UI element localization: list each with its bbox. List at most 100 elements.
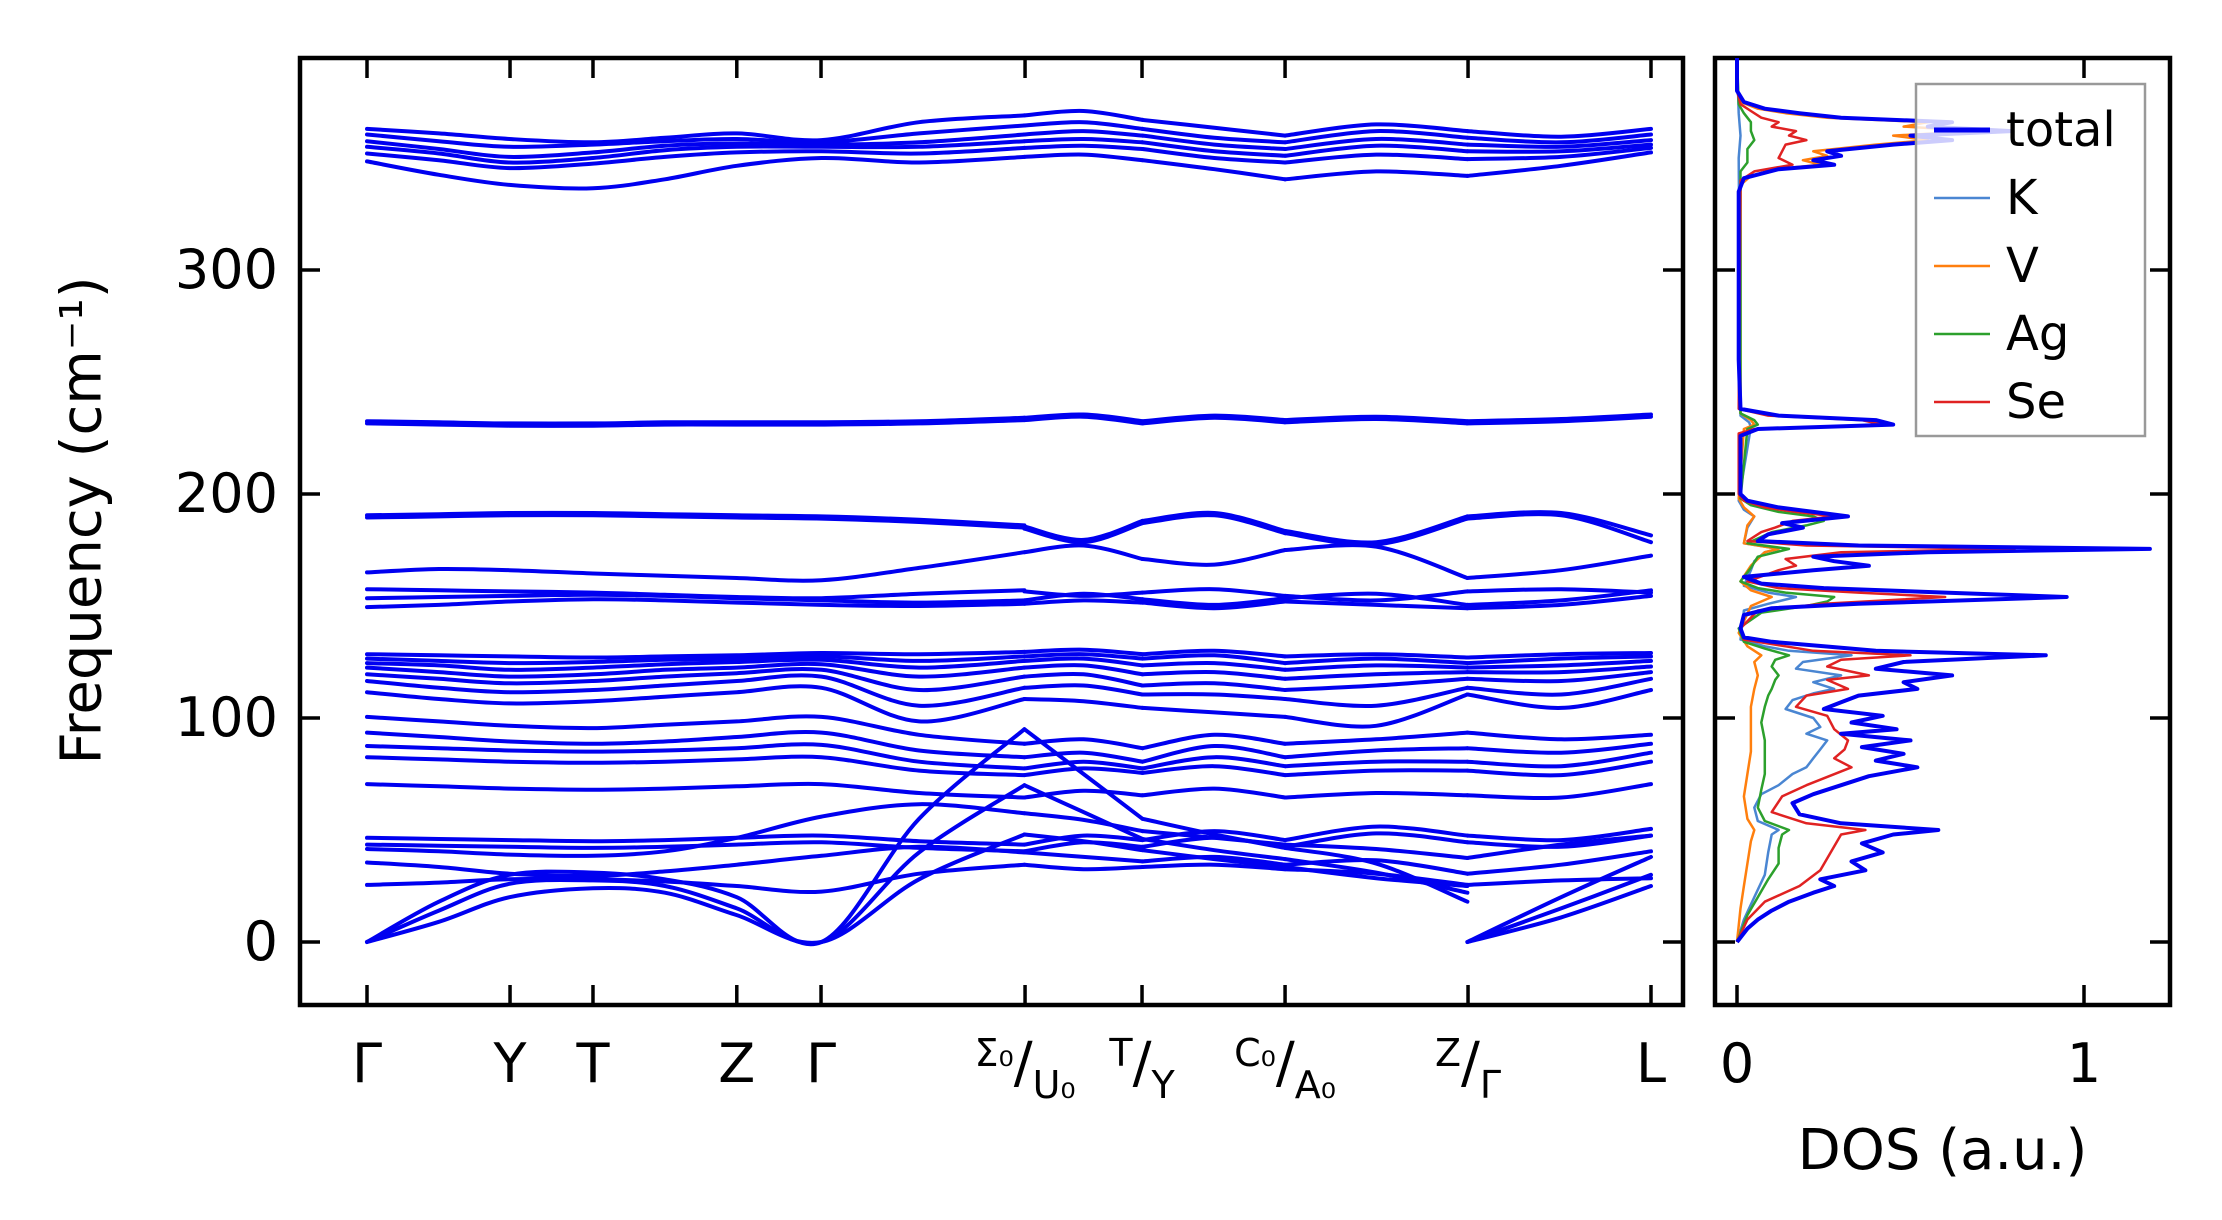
phonon-band	[1465, 872, 1653, 944]
dos-x-tick-label: 0	[1720, 1032, 1754, 1095]
phonon-band	[1140, 816, 1288, 850]
band-structure	[365, 108, 1653, 947]
dos-curve-Ag	[1735, 58, 1836, 943]
phonon-band	[1283, 136, 1470, 151]
phonon-band	[1465, 741, 1653, 755]
phonon-band	[1465, 132, 1653, 145]
phonon-band	[1140, 587, 1288, 598]
y-tick-label: 300	[175, 238, 278, 301]
phonon-band	[1140, 755, 1288, 771]
phonon-band	[1465, 688, 1653, 710]
phonon-band	[1140, 705, 1288, 719]
phonon-band	[1465, 670, 1653, 684]
phonon-band	[1465, 849, 1653, 876]
legend-label: Se	[2006, 374, 2066, 430]
phonon-band	[1140, 133, 1288, 151]
phonon-band	[365, 714, 1027, 746]
phonon-band	[365, 730, 1027, 760]
phonon-band	[1140, 764, 1288, 778]
k-point-label: L	[1636, 1032, 1666, 1095]
phonon-band	[1283, 831, 1470, 849]
phonon-band	[365, 132, 1027, 159]
phonon-band	[1140, 660, 1288, 672]
phonon-band	[1283, 768, 1470, 778]
phonon-band	[365, 654, 1027, 666]
phonon-band	[365, 550, 1027, 583]
legend-box	[1914, 82, 2147, 438]
phonon-band	[1283, 516, 1470, 547]
phonon-band	[1022, 737, 1145, 751]
phonon-band	[1283, 122, 1470, 138]
phonon-band	[1465, 593, 1653, 611]
dos-x-axis-label: DOS (a.u.)	[1797, 1118, 2088, 1183]
phonon-band	[1022, 766, 1145, 778]
phonon-band	[1022, 152, 1145, 163]
phonon-band	[1465, 412, 1653, 424]
phonon-band	[1465, 833, 1653, 860]
phonon-band	[1022, 589, 1145, 598]
phonon-band	[1465, 676, 1653, 697]
phonon-band	[1140, 140, 1288, 158]
phonon-band	[1022, 143, 1145, 151]
phonon-band	[1283, 143, 1470, 158]
legend-label: total	[2006, 102, 2116, 158]
phonon-band	[1283, 685, 1470, 708]
phonon-band	[365, 781, 1027, 800]
phonon-band	[365, 418, 1027, 428]
phonon-band	[1465, 782, 1653, 801]
phonon-band	[1283, 129, 1470, 145]
phonon-band	[1283, 692, 1470, 729]
phonon-band	[1465, 876, 1653, 887]
phonon-band	[1022, 108, 1145, 122]
phonon-band	[1140, 786, 1288, 800]
phonon-band	[1283, 842, 1470, 860]
phonon-band	[1283, 414, 1470, 424]
phonon-band	[1022, 414, 1145, 426]
phonon-band	[1140, 743, 1288, 764]
phonon-band	[1465, 854, 1653, 944]
phonon-band	[365, 833, 1027, 847]
phonon-band	[1465, 759, 1653, 778]
phonon-band	[1283, 857, 1470, 895]
legend-label: Ag	[2006, 306, 2069, 362]
y-axis-label: Frequency (cm⁻¹)	[49, 276, 115, 765]
phonon-band	[1022, 832, 1145, 853]
phonon-band	[1283, 730, 1470, 746]
phonon-band	[1022, 850, 1145, 864]
phonon-band	[1465, 826, 1653, 843]
phonon-band	[1465, 142, 1653, 154]
phonon-band	[1140, 837, 1288, 862]
legend: total KV Ag Se	[1914, 82, 2147, 438]
k-point-label: Z	[718, 1032, 755, 1095]
phonon-band	[365, 844, 1027, 878]
phonon-band	[365, 832, 1027, 945]
phonon-band	[1022, 656, 1145, 668]
phonon-band	[1465, 414, 1653, 426]
phonon-band	[1140, 681, 1288, 692]
phonon-band	[1283, 824, 1470, 843]
phonon-band	[1140, 510, 1288, 533]
phonon-band	[1283, 599, 1470, 611]
phonon-band	[1022, 759, 1145, 771]
y-tick-label: 200	[175, 462, 278, 525]
phonon-band	[365, 139, 1027, 165]
phonon-band	[1465, 658, 1653, 670]
legend-label: K	[2006, 170, 2039, 226]
phonon-band	[1283, 152, 1470, 165]
phonon-band	[1022, 136, 1145, 145]
dos-panel-frame	[1712, 55, 2173, 1008]
k-point-label: Z/Γ	[1435, 1031, 1501, 1107]
phonon-band	[1283, 652, 1470, 660]
phonon-band	[365, 802, 1027, 858]
phonon-band	[1140, 158, 1288, 182]
phonon-band	[1022, 683, 1145, 697]
dos-x-tick-label: 1	[2067, 1032, 2101, 1095]
k-point-label: Γ	[352, 1032, 382, 1095]
phonon-band	[1022, 663, 1145, 677]
phonon-band	[365, 597, 1027, 610]
phonon-band	[1465, 150, 1653, 178]
phonon-band	[1022, 518, 1145, 542]
phonon-band	[365, 415, 1027, 426]
phonon-band	[1465, 126, 1653, 139]
